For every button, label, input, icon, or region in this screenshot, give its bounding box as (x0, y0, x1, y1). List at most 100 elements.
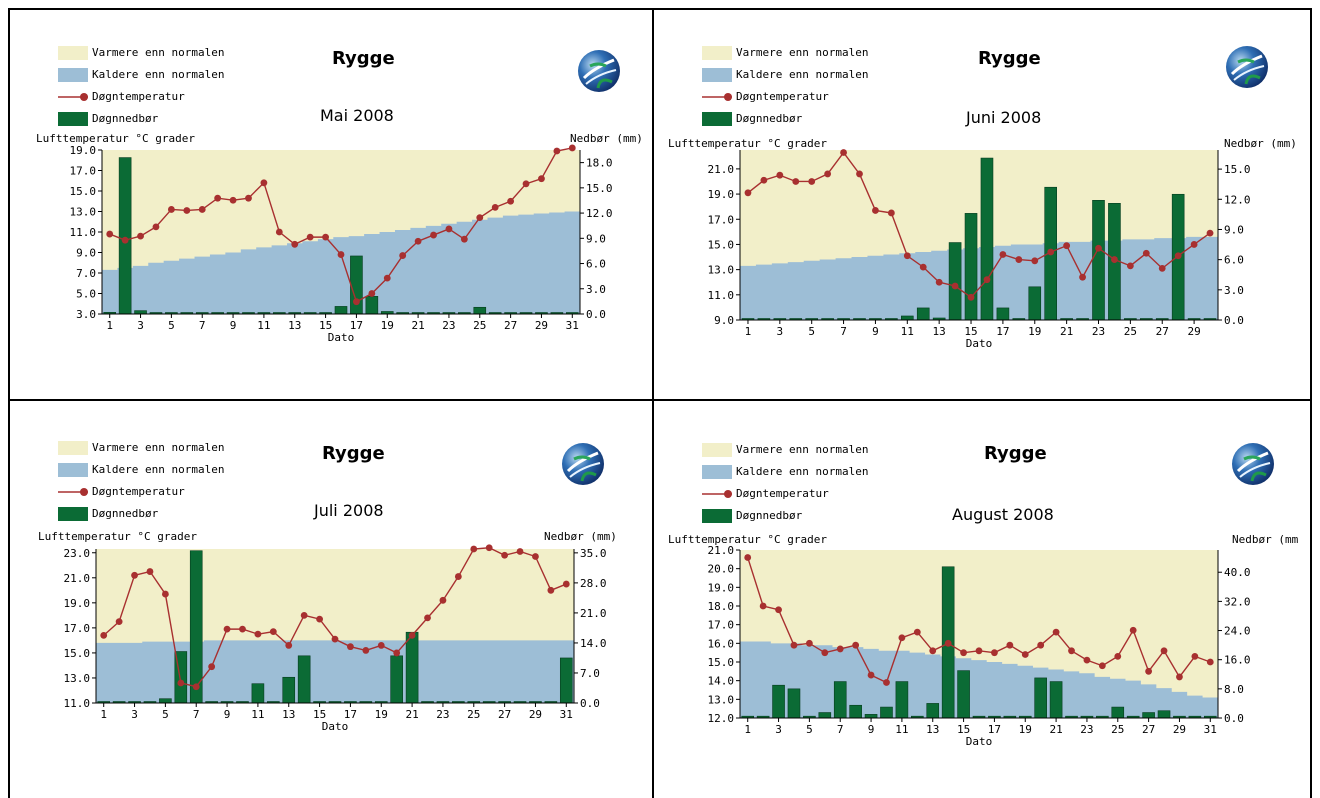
x-tick-label: 27 (498, 708, 511, 721)
legend-precipitation-label: Døgnnedbør (736, 509, 803, 522)
precip-bar-day-11 (901, 315, 914, 321)
y2-tick-label: 0.0 (586, 308, 606, 321)
temperature-point-day-9 (867, 671, 875, 679)
legend-colder-swatch (702, 465, 732, 479)
temperature-point-day-26 (1142, 249, 1150, 257)
temperature-point-day-15 (316, 615, 323, 623)
x-tick-label: 17 (344, 708, 357, 721)
precip-bar-day-11 (251, 683, 265, 704)
temperature-point-day-21 (1052, 628, 1060, 636)
temperature-point-day-31 (568, 144, 576, 152)
temperature-point-day-15 (967, 293, 975, 301)
temperature-point-day-14 (300, 611, 308, 619)
y2-tick-label: 16.0 (1224, 654, 1251, 667)
x-tick-label: 11 (251, 708, 264, 721)
temperature-point-day-10 (239, 625, 246, 633)
legend-warmer-label: Varmere enn normalen (92, 46, 225, 59)
temperature-point-day-22 (1079, 273, 1086, 281)
x-tick-label: 13 (282, 708, 295, 721)
temperature-point-day-20 (1037, 641, 1045, 649)
y2-tick-label: 28.0 (580, 577, 607, 590)
temperature-point-day-1 (100, 631, 108, 639)
panel-divider-horizontal (8, 399, 1312, 401)
x-tick-label: 5 (168, 319, 175, 332)
x-tick-label: 1 (744, 723, 751, 736)
temperature-point-day-31 (562, 580, 570, 588)
colder-area (740, 641, 1218, 718)
y-tick-label: 21.0 (64, 572, 91, 585)
precip-bar-day-8 (849, 704, 862, 719)
x-tick-label: 5 (806, 723, 813, 736)
temperature-point-day-11 (903, 252, 911, 260)
precip-bar-day-23 (1092, 200, 1105, 321)
temperature-point-day-21 (408, 631, 416, 639)
chart-panel: 23.0 21.0 19.0 17.0 15.0 13.0 11.0 35.0 28.0 21.0… (10, 401, 654, 790)
y-tick-label: 21.0 (708, 544, 735, 557)
x-tick-label: 1 (106, 319, 113, 332)
temperature-point-day-4 (152, 223, 160, 231)
temperature-point-day-14 (951, 282, 959, 290)
temperature-point-day-22 (430, 231, 437, 239)
x-tick-label: 1 (745, 325, 752, 338)
temperature-point-day-4 (146, 568, 154, 575)
temperature-point-day-29 (1190, 241, 1198, 248)
precip-bar-day-21 (1049, 681, 1063, 719)
y2-tick-label: 7.0 (580, 667, 600, 680)
y-tick-label: 3.0 (76, 308, 96, 321)
temperature-point-day-15 (322, 233, 329, 241)
temperature-point-day-17 (353, 298, 360, 306)
legend-colder-label: Kaldere enn normalen (92, 68, 225, 81)
y-tick-label: 15.0 (70, 185, 97, 198)
y-tick-label: 18.0 (708, 600, 735, 613)
temperature-point-day-18 (368, 290, 376, 297)
x-tick-label: 29 (1173, 723, 1186, 736)
precip-bar-day-25 (1111, 706, 1125, 719)
precip-bar-day-27 (1142, 712, 1155, 719)
temperature-point-day-25 (1126, 262, 1134, 270)
temperature-point-day-16 (983, 276, 991, 284)
y2-tick-label: 0.0 (1224, 314, 1244, 327)
y2-tick-label: 3.0 (1224, 284, 1244, 297)
globe-logo-icon (1224, 44, 1270, 90)
x-tick-label: 21 (1049, 723, 1062, 736)
temperature-point-day-5 (805, 639, 813, 647)
temperature-point-day-29 (1176, 673, 1183, 681)
colder-area (96, 640, 574, 703)
chart-panel: 21.0 20.0 19.0 18.0 17.0 16.0 15.0 14.0 13.0 12.0… (654, 401, 1298, 790)
y-axis-label: Lufttemperatur °C grader (668, 533, 827, 546)
x-axis-label: Dato (966, 735, 993, 748)
x-tick-label: 23 (442, 319, 455, 332)
temperature-point-day-1 (106, 230, 114, 238)
legend-colder-swatch (58, 68, 88, 82)
y-tick-label: 14.0 (708, 675, 735, 688)
temperature-point-day-23 (1095, 244, 1102, 252)
y-tick-label: 16.0 (708, 637, 735, 650)
x-tick-label: 31 (560, 708, 573, 721)
temperature-point-day-8 (856, 170, 863, 178)
temperature-point-day-18 (1015, 256, 1023, 263)
x-axis-label: Dato (328, 331, 355, 344)
x-tick-label: 19 (1019, 723, 1032, 736)
precip-bar-day-20 (1034, 677, 1047, 719)
x-tick-label: 5 (162, 708, 169, 721)
legend-precipitation-label: Døgnnedbør (92, 112, 159, 125)
temperature-point-day-25 (470, 545, 478, 553)
legend-colder-swatch (58, 463, 88, 477)
temperature-point-day-19 (1031, 257, 1039, 265)
legend-warmer-label: Varmere enn normalen (92, 441, 225, 454)
temperature-point-day-6 (824, 170, 832, 178)
month-subtitle: Juli 2008 (314, 501, 384, 520)
temperature-point-day-25 (476, 214, 484, 222)
legend-warmer-swatch (702, 46, 732, 60)
y2-axis-label: Nedbør (mm) (1224, 137, 1297, 150)
y-tick-label: 19.0 (70, 144, 97, 157)
temperature-point-day-2 (760, 176, 768, 184)
y-axis-label: Lufttemperatur °C grader (668, 137, 827, 150)
temperature-point-day-13 (291, 240, 299, 248)
x-tick-label: 25 (473, 319, 486, 332)
temperature-point-day-4 (790, 641, 798, 649)
x-tick-label: 29 (535, 319, 548, 332)
x-axis-label: Dato (322, 720, 349, 733)
x-tick-label: 25 (1124, 325, 1137, 338)
temperature-point-day-20 (393, 649, 401, 657)
